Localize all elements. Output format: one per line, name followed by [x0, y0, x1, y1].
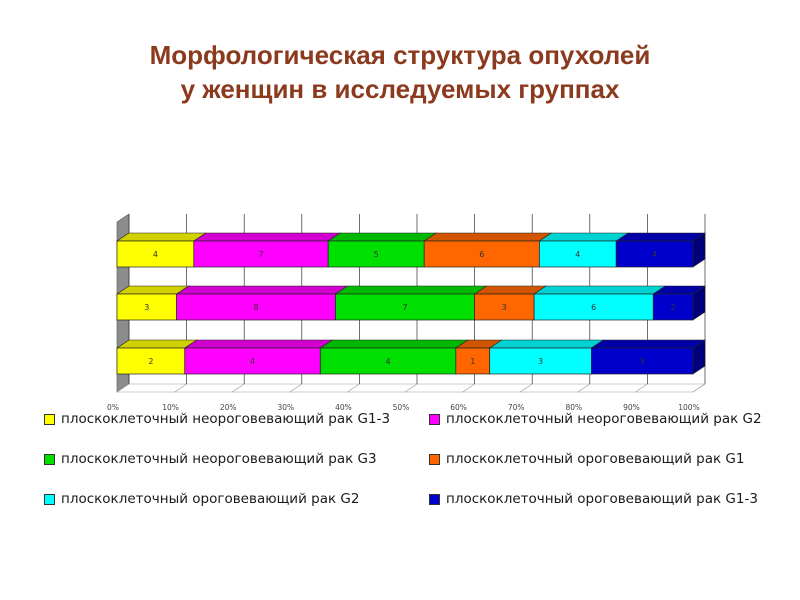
bar-data-label: 3 — [502, 303, 507, 312]
x-tick-label: 60% — [450, 403, 467, 412]
bar-segment — [455, 347, 491, 375]
bar-top-face — [183, 339, 334, 349]
bar-data-label: 3 — [640, 357, 645, 366]
floor-gridline — [347, 383, 360, 393]
legend-label: плоскоклеточный ороговевающий рак G2 — [61, 491, 360, 507]
bar-top-face — [334, 285, 488, 295]
bar-top-face — [533, 285, 667, 295]
bar-end-face — [692, 339, 706, 375]
x-tick-label: 0% — [107, 403, 119, 412]
legend-swatch — [44, 493, 55, 505]
bar-data-label: 2 — [148, 357, 153, 366]
bar-data-label: 3 — [538, 357, 543, 366]
legend-item: плоскоклеточный ороговевающий рак G1-3 — [429, 490, 758, 508]
bar-top-face — [175, 285, 349, 295]
bar-top-face — [192, 232, 342, 242]
legend-swatch — [429, 493, 440, 505]
bar-segment — [319, 347, 457, 375]
chart-title-line-1: Морфологическая структура опухолей — [149, 40, 651, 70]
bar-data-label: 3 — [144, 303, 149, 312]
chart-title-line-2: у женщин в исследуемых группах — [180, 74, 620, 104]
bar-data-label: 4 — [153, 250, 158, 259]
x-tick-label: 20% — [220, 403, 237, 412]
chart-title: Морфологическая структура опухолей у жен… — [0, 38, 800, 106]
bar-top-face — [116, 232, 207, 242]
floor-gridline — [577, 383, 590, 393]
legend-item: плоскоклеточный неороговевающий рак G2 — [429, 410, 762, 428]
x-tick-label: 90% — [623, 403, 640, 412]
floor-gridline — [232, 383, 245, 393]
legend-item: плоскоклеточный неороговевающий рак G1-3 — [44, 410, 390, 428]
bar-segment — [184, 347, 321, 375]
legend-swatch — [429, 413, 440, 425]
legend-item: плоскоклеточный ороговевающий рак G1 — [429, 450, 744, 468]
bar-segment — [533, 293, 654, 321]
bar-segment — [116, 240, 195, 268]
x-tick-label: 40% — [335, 403, 352, 412]
bar-top-face — [488, 339, 605, 349]
legend-label: плоскоклеточный ороговевающий рак G1 — [446, 451, 745, 467]
bar-data-label: 7 — [402, 303, 407, 312]
bar-segment — [474, 293, 535, 321]
bar-data-label: 1 — [470, 357, 475, 366]
legend-swatch — [44, 453, 55, 465]
x-tick-label: 50% — [393, 403, 410, 412]
floor-gridline — [289, 383, 302, 393]
bar-segment — [423, 240, 540, 268]
floor-gridline — [116, 383, 130, 393]
bar-data-label: 4 — [652, 250, 657, 259]
bar-data-label: 4 — [386, 357, 391, 366]
bar-segment — [591, 347, 694, 375]
floor-gridline — [692, 383, 706, 393]
floor-gridline — [635, 383, 648, 393]
floor-gridline — [520, 383, 533, 393]
bar-data-label: 4 — [575, 250, 580, 259]
bar-segment — [116, 347, 186, 375]
floor-gridline — [174, 383, 187, 393]
legend-item: плоскоклеточный ороговевающий рак G2 — [44, 490, 359, 508]
x-tick-label: 30% — [277, 403, 294, 412]
legend-label: плоскоклеточный ороговевающий рак G1-3 — [446, 491, 758, 507]
bar-data-label: 8 — [253, 303, 258, 312]
bar-data-label: 7 — [258, 250, 263, 259]
bar-top-face — [319, 339, 469, 349]
bar-top-face — [327, 232, 438, 242]
bar-top-face — [615, 232, 706, 242]
bar-end-face — [692, 232, 706, 268]
x-tick-label: 80% — [565, 403, 582, 412]
chart-legend: плоскоклеточный неороговевающий рак G1-3… — [44, 410, 784, 520]
floor-gridline — [462, 383, 475, 393]
legend-label: плоскоклеточный неороговевающий рак G3 — [61, 451, 377, 467]
legend-item: плоскоклеточный неороговевающий рак G3 — [44, 450, 377, 468]
bar-end-face — [692, 285, 706, 321]
bar-segment — [327, 240, 425, 268]
legend-label: плоскоклеточный неороговевающий рак G2 — [446, 411, 762, 427]
legend-swatch — [429, 453, 440, 465]
bar-segment — [335, 293, 475, 321]
bar-segment — [652, 293, 694, 321]
bar-top-face — [538, 232, 630, 242]
bar-top-face — [590, 339, 706, 349]
bar-top-face — [423, 232, 553, 242]
bar-data-label: 4 — [250, 357, 255, 366]
legend-label: плоскоклеточный неороговевающий рак G1-3 — [61, 411, 391, 427]
bar-segment — [489, 347, 592, 375]
x-tick-label: 70% — [508, 403, 525, 412]
x-tick-label: 100% — [678, 403, 699, 412]
bar-segment — [615, 240, 694, 268]
x-tick-label: 10% — [162, 403, 179, 412]
bar-segment — [116, 293, 177, 321]
legend-swatch — [44, 413, 55, 425]
bar-top-face — [116, 339, 198, 349]
bar-data-label: 5 — [374, 250, 379, 259]
bar-data-label: 2 — [671, 303, 676, 312]
floor-gridline — [404, 383, 418, 393]
bar-data-label: 6 — [479, 250, 484, 259]
bar-data-label: 6 — [591, 303, 596, 312]
